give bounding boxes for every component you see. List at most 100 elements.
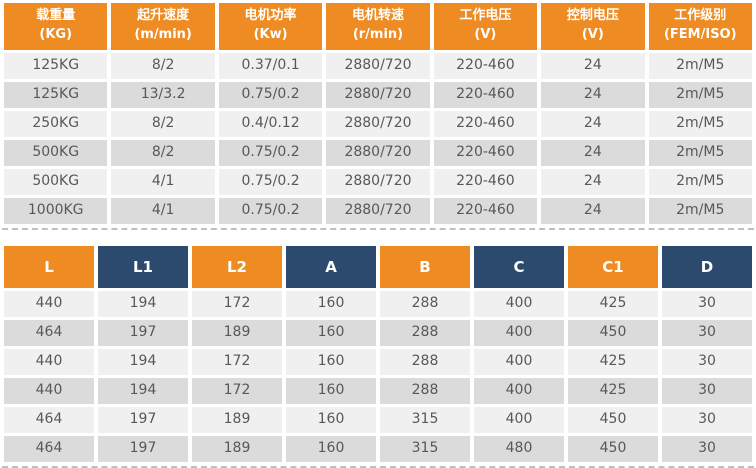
header-label: 电机功率 [244, 8, 297, 23]
table-cell: 0.4/0.12 [218, 110, 323, 137]
table-cell: 220-460 [433, 139, 538, 166]
table-cell: 500KG [4, 168, 108, 195]
dimension-table-header: L L1 L2 A B C C1 D [4, 245, 752, 288]
table-row: 440 194 172 160 288 400 425 30 [4, 348, 752, 375]
table-cell: 189 [192, 406, 282, 433]
column-header-L1: L1 [98, 245, 188, 288]
table-cell: 172 [192, 377, 282, 404]
table-cell: 480 [474, 435, 564, 462]
table-cell: 425 [568, 377, 658, 404]
table-cell: 220-460 [433, 52, 538, 79]
header-label: 起升速度 [137, 8, 190, 23]
table-cell: 2m/M5 [648, 197, 752, 224]
table-cell: 440 [4, 348, 94, 375]
column-header-control-voltage: 控制电压 (V) [541, 3, 645, 50]
table-row: 500KG 4/1 0.75/0.2 2880/720 220-460 24 2m/M5 [4, 168, 752, 195]
table-row: 440 194 172 160 288 400 425 30 [4, 290, 752, 317]
table-cell: 464 [4, 435, 94, 462]
table-cell: 160 [286, 377, 376, 404]
table-cell: 400 [474, 406, 564, 433]
column-header-working-class: 工作级别 (FEM/ISO) [648, 3, 752, 50]
table-cell: 30 [662, 290, 752, 317]
table-row: 125KG 8/2 0.37/0.1 2880/720 220-460 24 2m/M5 [4, 52, 752, 79]
header-unit: (KG) [39, 26, 73, 42]
header-row: L L1 L2 A B C C1 D [4, 245, 752, 288]
table-cell: 30 [662, 377, 752, 404]
dashed-divider-bottom [2, 465, 754, 468]
table-cell: 450 [568, 435, 658, 462]
header-unit: (V) [581, 26, 604, 42]
table-cell: 0.75/0.2 [218, 81, 323, 108]
table-row: 464 197 189 160 315 400 450 30 [4, 406, 752, 433]
motor-spec-table: 载重量 (KG) 起升速度 (m/min) 电机功率 (Kw) 电机转速 (r/… [0, 0, 756, 227]
table-cell: 464 [4, 319, 94, 346]
table-cell: 400 [474, 377, 564, 404]
table-cell: 189 [192, 435, 282, 462]
table-cell: 189 [192, 319, 282, 346]
table-cell: 288 [380, 319, 470, 346]
table-cell: 24 [541, 168, 645, 195]
table-cell: 1000KG [4, 197, 108, 224]
table-cell: 0.37/0.1 [218, 52, 323, 79]
header-unit: (Kw) [253, 26, 288, 42]
table-cell: 24 [541, 139, 645, 166]
table-row: 1000KG 4/1 0.75/0.2 2880/720 220-460 24 2m/M5 [4, 197, 752, 224]
table-cell: 0.75/0.2 [218, 168, 323, 195]
column-header-L: L [4, 245, 94, 288]
table-cell: 450 [568, 406, 658, 433]
header-unit: (m/min) [134, 26, 192, 42]
dimension-table: L L1 L2 A B C C1 D 440 194 172 160 288 400 425… [0, 243, 756, 465]
dimension-table-body: 440 194 172 160 288 400 425 30 464 197 189 160 288 40… [4, 290, 752, 462]
table-cell: 160 [286, 406, 376, 433]
table-cell: 0.75/0.2 [218, 139, 323, 166]
table-cell: 2m/M5 [648, 168, 752, 195]
table-cell: 160 [286, 290, 376, 317]
table-row: 250KG 8/2 0.4/0.12 2880/720 220-460 24 2m/M5 [4, 110, 752, 137]
table-cell: 2880/720 [326, 110, 430, 137]
header-label: 电机转速 [351, 8, 404, 23]
table-cell: 288 [380, 377, 470, 404]
table-cell: 220-460 [433, 197, 538, 224]
table-cell: 2880/720 [326, 139, 430, 166]
header-unit: (V) [474, 26, 497, 42]
table-cell: 400 [474, 319, 564, 346]
table-cell: 125KG [4, 52, 108, 79]
table-cell: 160 [286, 319, 376, 346]
table-cell: 24 [541, 197, 645, 224]
table-cell: 2880/720 [326, 168, 430, 195]
table-cell: 4/1 [111, 168, 215, 195]
table-cell: 288 [380, 290, 470, 317]
table-cell: 194 [98, 348, 188, 375]
header-unit: (FEM/ISO) [663, 26, 737, 42]
table-cell: 500KG [4, 139, 108, 166]
table-cell: 0.75/0.2 [218, 197, 323, 224]
motor-spec-table-body: 125KG 8/2 0.37/0.1 2880/720 220-460 24 2m/M5 12… [4, 52, 752, 224]
table-row: 500KG 8/2 0.75/0.2 2880/720 220-460 24 2m/M5 [4, 139, 752, 166]
table-cell: 30 [662, 348, 752, 375]
table-cell: 125KG [4, 81, 108, 108]
table-cell: 425 [568, 290, 658, 317]
table-cell: 13/3.2 [111, 81, 215, 108]
header-label: 工作级别 [674, 8, 727, 23]
table-cell: 194 [98, 377, 188, 404]
header-row: 载重量 (KG) 起升速度 (m/min) 电机功率 (Kw) 电机转速 (r/… [4, 3, 752, 50]
table-cell: 450 [568, 319, 658, 346]
table-cell: 2880/720 [326, 197, 430, 224]
table-cell: 2880/720 [326, 52, 430, 79]
column-header-C1: C1 [568, 245, 658, 288]
table-cell: 30 [662, 435, 752, 462]
table-row: 125KG 13/3.2 0.75/0.2 2880/720 220-460 24 2m/M… [4, 81, 752, 108]
table-cell: 400 [474, 348, 564, 375]
column-header-D: D [662, 245, 752, 288]
table-cell: 2m/M5 [648, 139, 752, 166]
table-cell: 315 [380, 435, 470, 462]
table-row: 464 197 189 160 288 400 450 30 [4, 319, 752, 346]
table-cell: 220-460 [433, 110, 538, 137]
table-cell: 2m/M5 [648, 52, 752, 79]
table-cell: 24 [541, 81, 645, 108]
dashed-divider-top [2, 227, 754, 230]
table-cell: 8/2 [111, 110, 215, 137]
table-cell: 24 [541, 110, 645, 137]
table-cell: 425 [568, 348, 658, 375]
table-cell: 197 [98, 406, 188, 433]
